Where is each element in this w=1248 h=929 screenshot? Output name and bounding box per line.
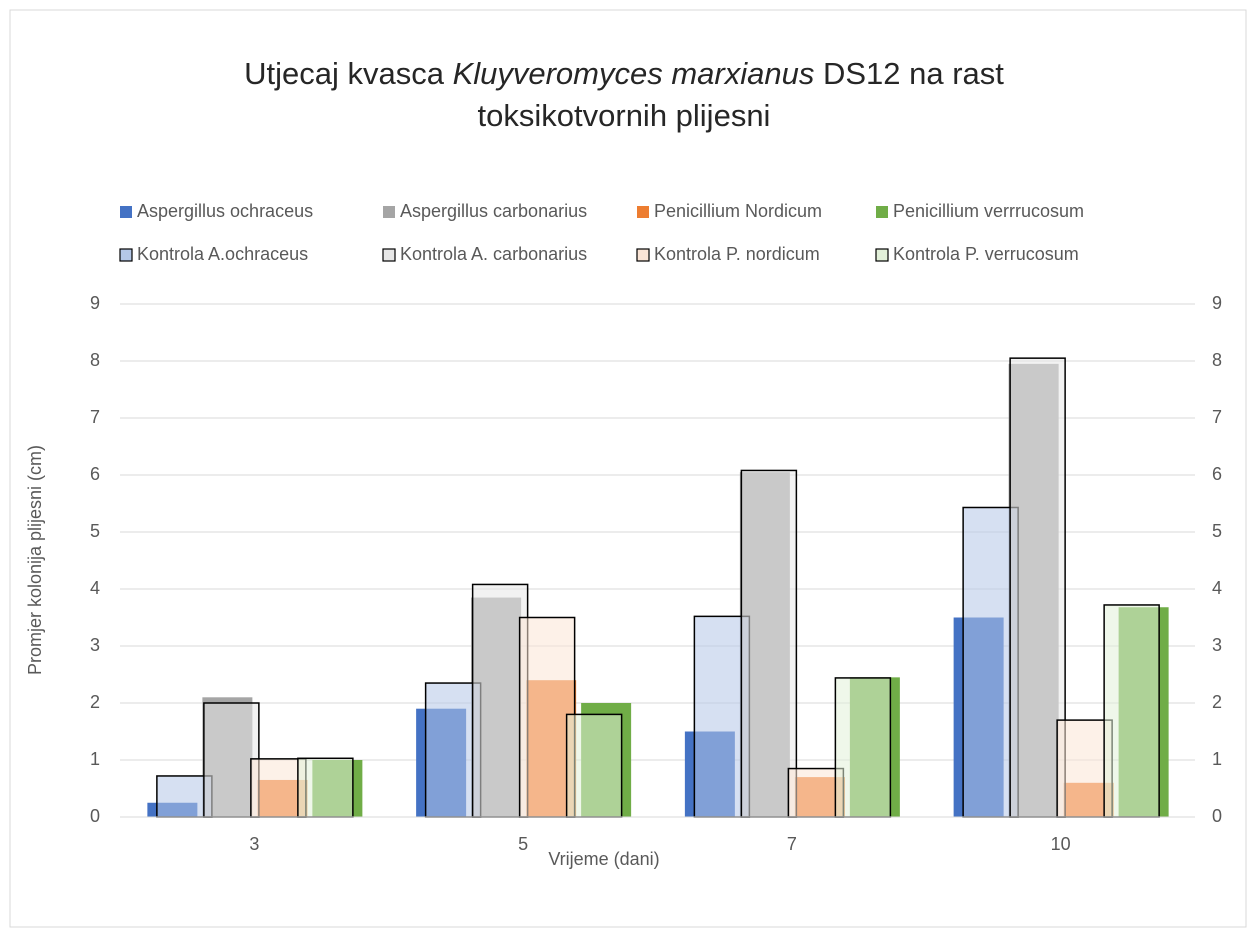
y-tick-label: 4 bbox=[90, 578, 100, 598]
control-bar bbox=[962, 506, 1019, 818]
chart-title: Utjecaj kvasca Kluyveromyces marxianus D… bbox=[244, 56, 1004, 91]
legend-label: Penicillium verrrucosum bbox=[893, 201, 1084, 221]
legend-swatch bbox=[120, 206, 132, 218]
control-bar bbox=[740, 469, 798, 818]
control-bar bbox=[471, 583, 529, 818]
control-bar bbox=[297, 757, 354, 818]
legend-swatch bbox=[636, 248, 650, 262]
y-tick-label: 6 bbox=[90, 464, 100, 484]
legend-label: Kontrola P. verrucosum bbox=[893, 244, 1079, 264]
y2-tick-label: 9 bbox=[1212, 293, 1222, 313]
y2-tick-label: 3 bbox=[1212, 635, 1222, 655]
title-part: DS12 na rast bbox=[814, 56, 1004, 91]
y-tick-label: 2 bbox=[90, 692, 100, 712]
control-bar bbox=[565, 713, 623, 818]
legend-swatch bbox=[382, 248, 396, 262]
legend-label: Penicillium Nordicum bbox=[654, 201, 822, 221]
x-tick-label: 5 bbox=[518, 834, 528, 854]
y-tick-label: 5 bbox=[90, 521, 100, 541]
control-bar bbox=[156, 775, 213, 818]
title-part: Utjecaj kvasca bbox=[244, 56, 452, 91]
y-tick-label: 8 bbox=[90, 350, 100, 370]
y2-tick-label: 0 bbox=[1212, 806, 1222, 826]
x-tick-label: 3 bbox=[249, 834, 259, 854]
legend-swatch bbox=[383, 206, 395, 218]
x-tick-label: 7 bbox=[787, 834, 797, 854]
y2-tick-label: 7 bbox=[1212, 407, 1222, 427]
y-tick-label: 3 bbox=[90, 635, 100, 655]
y2-tick-label: 4 bbox=[1212, 578, 1222, 598]
y2-tick-label: 2 bbox=[1212, 692, 1222, 712]
control-bar bbox=[518, 616, 576, 818]
title-part: Kluyveromyces marxianus bbox=[453, 56, 815, 91]
y-tick-label: 1 bbox=[90, 749, 100, 769]
x-tick-label: 10 bbox=[1051, 834, 1071, 854]
control-bar bbox=[834, 677, 892, 818]
legend-label: Kontrola A.ochraceus bbox=[137, 244, 308, 264]
legend-label: Kontrola P. nordicum bbox=[654, 244, 820, 264]
y2-tick-label: 8 bbox=[1212, 350, 1222, 370]
control-bar bbox=[693, 615, 751, 818]
control-bar bbox=[1103, 604, 1160, 818]
control-bar bbox=[1009, 357, 1066, 818]
control-bar bbox=[424, 682, 482, 818]
y2-tick-label: 5 bbox=[1212, 521, 1222, 541]
legend-label: Kontrola A. carbonarius bbox=[400, 244, 587, 264]
y2-tick-label: 1 bbox=[1212, 749, 1222, 769]
legend-label: Aspergillus carbonarius bbox=[400, 201, 587, 221]
y-tick-label: 0 bbox=[90, 806, 100, 826]
y-tick-label: 7 bbox=[90, 407, 100, 427]
y-axis-label: Promjer kolonija plijesni (cm) bbox=[25, 445, 45, 675]
chart-title: toksikotvornih plijesni bbox=[478, 98, 771, 133]
legend-swatch bbox=[119, 248, 133, 262]
y2-tick-label: 6 bbox=[1212, 464, 1222, 484]
x-axis-label: Vrijeme (dani) bbox=[548, 849, 659, 869]
y-tick-label: 9 bbox=[90, 293, 100, 313]
legend-swatch bbox=[876, 206, 888, 218]
legend-swatch bbox=[875, 248, 889, 262]
legend-swatch bbox=[637, 206, 649, 218]
legend-label: Aspergillus ochraceus bbox=[137, 201, 313, 221]
